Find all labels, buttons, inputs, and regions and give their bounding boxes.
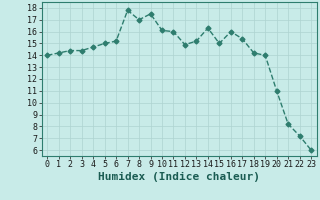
X-axis label: Humidex (Indice chaleur): Humidex (Indice chaleur) (98, 172, 260, 182)
